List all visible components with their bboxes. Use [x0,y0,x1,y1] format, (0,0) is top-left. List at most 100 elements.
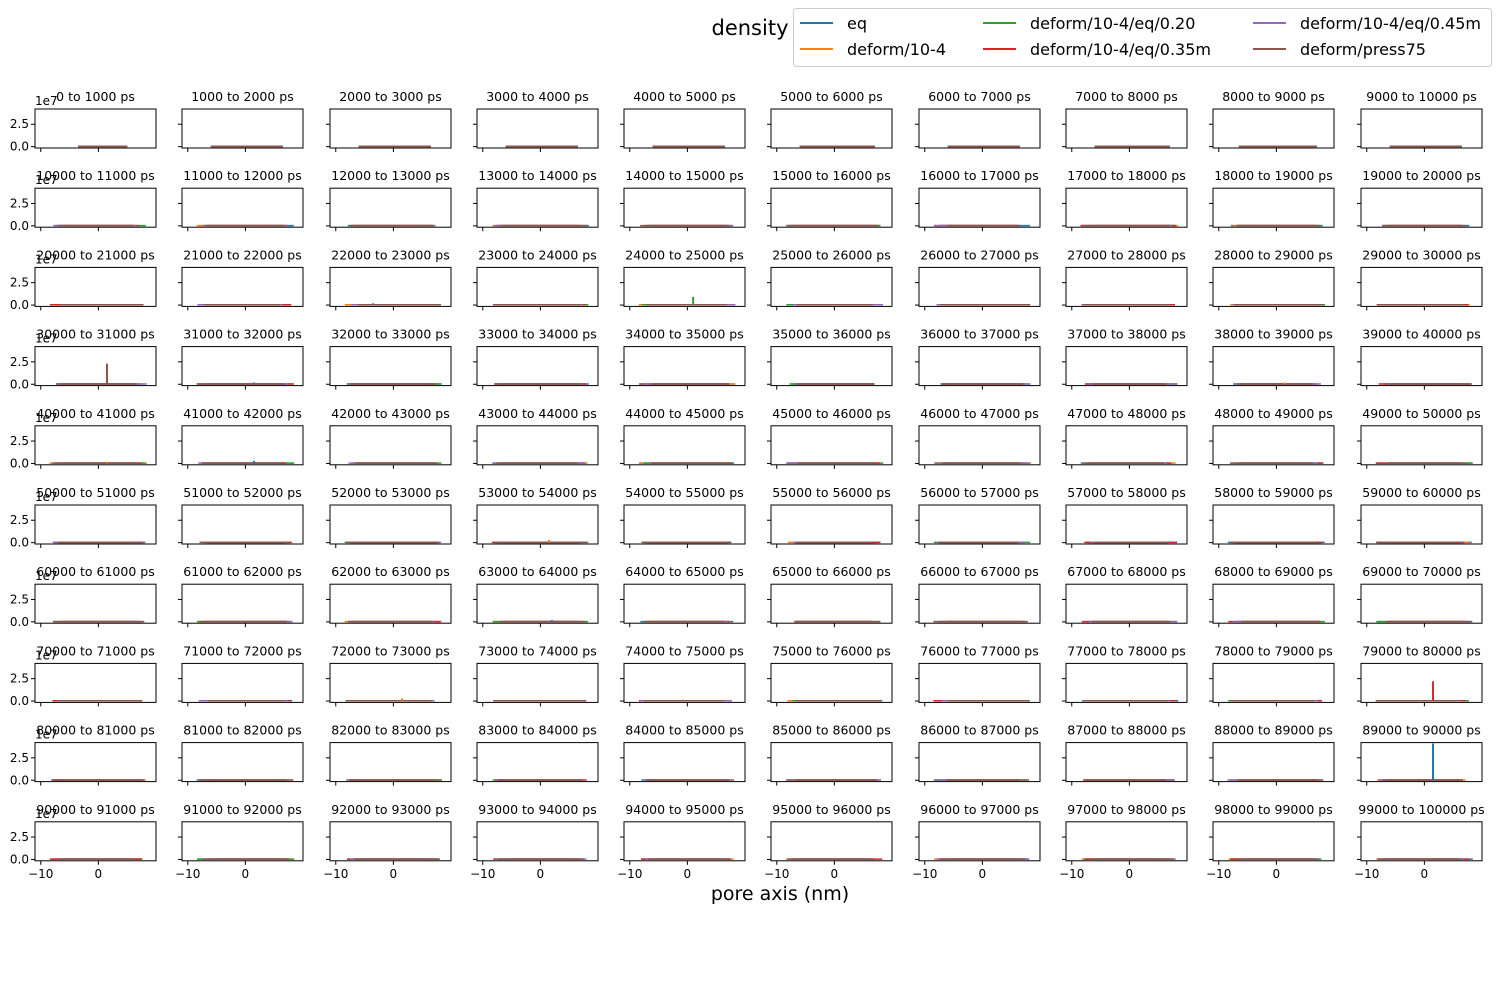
x-tick-label: 0 [684,867,692,881]
subplot-panel: 86000 to 87000 ps [915,723,1041,786]
subplot-panel: 69000 to 70000 ps [1357,564,1483,628]
x-tick-label: −10 [470,867,495,881]
subplot-panel: 47000 to 48000 ps [1062,406,1188,469]
panel-frame [918,346,1041,387]
x-tick-label: −10 [1354,867,1379,881]
panel-title: 22000 to 23000 ps [331,247,449,262]
subplot-panel: 60000 to 61000 ps 0.0 2.5 1e7 [10,564,157,629]
panel-frame [181,108,304,149]
panel-frame [329,742,452,783]
subplot-panel: 91000 to 92000 ps −10 0 [175,802,304,881]
y-scale-label: 1e7 [35,173,58,187]
panel-frame [918,425,1041,466]
panel-frame [181,346,304,387]
subplot-panel: 85000 to 86000 ps [767,723,893,786]
subplot-panel: 39000 to 40000 ps [1357,327,1483,390]
panel-frame [770,266,893,307]
panel-title: 49000 to 50000 ps [1362,406,1480,421]
subplot-panel: 58000 to 59000 ps [1209,485,1335,548]
subplot-panel: 46000 to 47000 ps [915,406,1041,469]
panel-frame [476,266,599,307]
y-tick-label: 2.5 [10,117,29,131]
panel-frame [1360,821,1483,862]
panel-title: 12000 to 13000 ps [331,168,449,183]
subplot-panel: 64000 to 65000 ps [620,564,746,628]
subplot-panel: 78000 to 79000 ps [1209,643,1335,707]
subplot-panel: 13000 to 14000 ps [473,168,599,232]
x-tick-label: −10 [764,867,789,881]
panel-frame [1065,583,1188,624]
panel-title: 86000 to 87000 ps [920,723,1038,738]
panel-title: 98000 to 99000 ps [1214,802,1332,817]
panel-frame [1360,187,1483,228]
y-tick-label: 2.5 [10,592,29,606]
panel-title: 61000 to 62000 ps [183,564,301,579]
panel-title: 13000 to 14000 ps [478,168,596,183]
panel-frame [34,425,157,466]
legend-entry: deform/10-4/eq/0.35m [1030,40,1211,59]
subplot-panel: 21000 to 22000 ps [178,247,304,311]
panel-frame [918,266,1041,307]
panel-frame [1065,425,1188,466]
x-tick-label: −10 [617,867,642,881]
subplot-panel: 35000 to 36000 ps [767,327,893,390]
panel-frame [1212,108,1335,149]
panel-frame [34,346,157,387]
panel-title: 34000 to 35000 ps [625,327,743,342]
panel-title: 41000 to 42000 ps [183,406,301,421]
y-tick-label: 0.0 [10,456,29,470]
subplot-panel: 77000 to 78000 ps [1062,643,1188,707]
subplot-panel: 83000 to 84000 ps [473,723,599,786]
panel-title: 51000 to 52000 ps [183,485,301,500]
panel-frame [1212,187,1335,228]
panel-frame [34,742,157,783]
panel-title: 99000 to 100000 ps [1358,802,1484,817]
panel-title: 19000 to 20000 ps [1362,168,1480,183]
panel-title: 90000 to 91000 ps [36,802,154,817]
panel-title: 52000 to 53000 ps [331,485,449,500]
panel-title: 70000 to 71000 ps [36,643,154,658]
panel-title: 40000 to 41000 ps [36,406,154,421]
panel-title: 4000 to 5000 ps [633,89,736,104]
x-tick-label: −10 [175,867,200,881]
panel-title: 18000 to 19000 ps [1214,168,1332,183]
subplot-panel: 95000 to 96000 ps −10 0 [764,802,893,881]
panel-frame [476,108,599,149]
subplot-panel: 73000 to 74000 ps [473,643,599,707]
panel-frame [1065,662,1188,703]
legend-entry: deform/press75 [1300,40,1426,59]
panel-title: 67000 to 68000 ps [1067,564,1185,579]
y-tick-label: 0.0 [10,298,29,312]
panel-title: 32000 to 33000 ps [331,327,449,342]
subplot-panel: 19000 to 20000 ps [1357,168,1483,232]
panel-frame [181,187,304,228]
panel-title: 82000 to 83000 ps [331,723,449,738]
panel-title: 75000 to 76000 ps [772,643,890,658]
subplot-panel: 26000 to 27000 ps [915,247,1041,311]
subplot-panel: 28000 to 29000 ps [1209,247,1335,311]
subplot-panel: 98000 to 99000 ps −10 0 [1206,802,1335,881]
x-tick-label: 0 [979,867,987,881]
panel-title: 78000 to 79000 ps [1214,643,1332,658]
subplot-panel: 76000 to 77000 ps [915,643,1041,707]
panel-frame [623,742,746,783]
panel-frame [623,425,746,466]
y-scale-label: 1e7 [35,648,58,662]
subplot-panel: 87000 to 88000 ps [1062,723,1188,786]
x-tick-label: −10 [912,867,937,881]
subplot-panel: 33000 to 34000 ps [473,327,599,390]
subplot-panel: 5000 to 6000 ps [767,89,893,152]
panel-title: 43000 to 44000 ps [478,406,596,421]
panel-title: 14000 to 15000 ps [625,168,743,183]
panel-title: 29000 to 30000 ps [1362,247,1480,262]
panel-frame [1360,346,1483,387]
panel-title: 36000 to 37000 ps [920,327,1038,342]
panel-frame [1212,266,1335,307]
panel-frame [181,821,304,862]
subplot-panel: 42000 to 43000 ps [326,406,452,469]
panel-title: 94000 to 95000 ps [625,802,743,817]
panel-title: 54000 to 55000 ps [625,485,743,500]
panel-title: 89000 to 90000 ps [1362,723,1480,738]
subplot-panel: 14000 to 15000 ps [620,168,746,232]
panel-title: 62000 to 63000 ps [331,564,449,579]
